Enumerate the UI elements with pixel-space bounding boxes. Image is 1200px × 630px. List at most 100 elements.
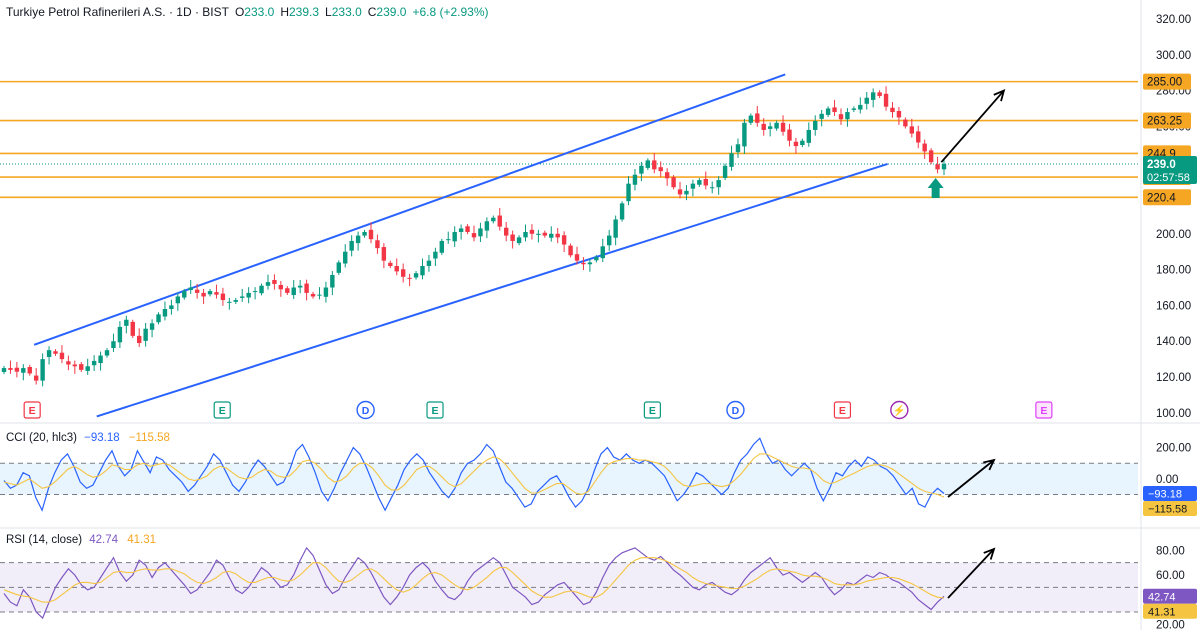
candle-body[interactable] [162, 308, 168, 317]
candle-body[interactable] [426, 260, 432, 267]
candle-body[interactable] [574, 254, 580, 261]
channel-lower-line[interactable] [96, 163, 888, 418]
candle-body[interactable] [355, 235, 361, 244]
candle-body[interactable] [922, 143, 927, 152]
candle-body[interactable] [188, 287, 193, 291]
candle-body[interactable] [156, 314, 161, 323]
indicator-value-badge[interactable] [1143, 485, 1197, 501]
candle-body[interactable] [916, 131, 921, 143]
candle-body[interactable] [793, 141, 799, 147]
candle-body[interactable] [613, 219, 618, 238]
candle-body[interactable] [259, 285, 264, 294]
candle-body[interactable] [710, 187, 715, 189]
projection-arrow[interactable] [940, 89, 1005, 163]
candle-body[interactable] [542, 232, 548, 236]
candle-body[interactable] [465, 226, 470, 233]
candle-body[interactable] [458, 228, 464, 233]
earnings-icon[interactable] [23, 401, 41, 419]
candle-body[interactable] [677, 189, 683, 195]
candle-body[interactable] [285, 288, 290, 293]
candle-body[interactable] [825, 108, 831, 115]
candle-body[interactable] [491, 217, 496, 222]
candle-body[interactable] [413, 273, 419, 278]
candle-body[interactable] [664, 172, 670, 179]
candle-body[interactable] [104, 350, 110, 356]
candle-body[interactable] [555, 233, 560, 238]
candle-body[interactable] [291, 287, 296, 296]
candle-body[interactable] [800, 140, 805, 145]
current-price-badge[interactable] [1143, 155, 1197, 184]
candle-body[interactable] [780, 122, 786, 132]
earnings-icon[interactable] [213, 401, 231, 419]
candle-body[interactable] [91, 360, 97, 366]
candle-body[interactable] [890, 107, 895, 113]
trend-arrow[interactable] [947, 459, 995, 498]
candle-body[interactable] [774, 122, 779, 129]
candle-body[interactable] [883, 93, 889, 107]
indicator-value-badge[interactable] [1143, 588, 1197, 604]
cci-name[interactable]: CCI (20, hlc3) [6, 432, 77, 444]
symbol-header[interactable]: Turkiye Petrol Rafinerileri A.S. · 1D · … [6, 5, 489, 19]
candle-body[interactable] [478, 228, 483, 237]
price-axis[interactable]: 100.00 120.00 140.00 160.00 180.00 200.00 220.… [1143, 14, 1197, 630]
candle-body[interactable] [182, 291, 187, 298]
signal-line[interactable] [3, 557, 945, 603]
candle-body[interactable] [568, 245, 573, 256]
candle-body[interactable] [626, 183, 631, 202]
candle-body[interactable] [33, 375, 39, 381]
dividend-icon[interactable] [356, 400, 375, 420]
cci-legend[interactable]: CCI (20, hlc3) −93.18 −115.58 [6, 432, 170, 444]
candle-body[interactable] [523, 232, 528, 238]
candle-body[interactable] [349, 240, 354, 251]
candle-body[interactable] [864, 97, 869, 104]
signal-value-badge[interactable] [1143, 500, 1197, 516]
candle-body[interactable] [787, 129, 792, 141]
candle-body[interactable] [658, 167, 663, 172]
signal-line[interactable] [3, 453, 945, 498]
candle-body[interactable] [594, 257, 599, 261]
candle-body[interactable] [304, 283, 309, 293]
candle-body[interactable] [227, 301, 232, 303]
candle-body[interactable] [323, 287, 329, 297]
candle-body[interactable] [310, 293, 316, 297]
candle-body[interactable] [755, 113, 760, 123]
candle-body[interactable] [201, 292, 206, 297]
candle-body[interactable] [265, 282, 271, 286]
candle-body[interactable] [252, 291, 258, 293]
candle-body[interactable] [903, 119, 908, 127]
candle-body[interactable] [14, 367, 20, 372]
signal-value-badge[interactable] [1143, 603, 1197, 619]
candle-body[interactable] [27, 367, 32, 374]
candle-body[interactable] [748, 115, 754, 123]
candle-body[interactable] [21, 368, 26, 373]
candle-body[interactable] [420, 266, 425, 276]
candle-body[interactable] [117, 326, 123, 343]
candle-body[interactable] [124, 319, 129, 326]
candle-body[interactable] [838, 114, 844, 120]
candle-body[interactable] [587, 262, 593, 265]
candle-body[interactable] [143, 328, 148, 341]
candle-body[interactable] [111, 341, 116, 349]
candle-body[interactable] [439, 240, 445, 253]
candle-body[interactable] [877, 92, 882, 96]
candle-body[interactable] [233, 300, 238, 302]
candle-body[interactable] [381, 247, 387, 261]
candle-body[interactable] [330, 274, 335, 288]
split-icon[interactable] [890, 400, 909, 420]
price-pane[interactable] [0, 73, 1138, 418]
candle-body[interactable] [851, 108, 857, 110]
symbol-title[interactable]: Turkiye Petrol Rafinerileri A.S. · 1D · … [6, 5, 229, 19]
candle-body[interactable] [806, 129, 811, 143]
candle-body[interactable] [407, 277, 412, 279]
candle-body[interactable] [343, 251, 348, 264]
rsi-name[interactable]: RSI (14, close) [6, 534, 83, 546]
candle-body[interactable] [400, 269, 406, 277]
earnings-icon[interactable] [426, 401, 444, 419]
candle-body[interactable] [896, 110, 902, 118]
candle-body[interactable] [536, 233, 541, 235]
candle-body[interactable] [935, 164, 940, 170]
candle-body[interactable] [66, 361, 71, 365]
candle-body[interactable] [246, 292, 251, 298]
candle-body[interactable] [529, 229, 535, 234]
candle-body[interactable] [53, 351, 58, 354]
